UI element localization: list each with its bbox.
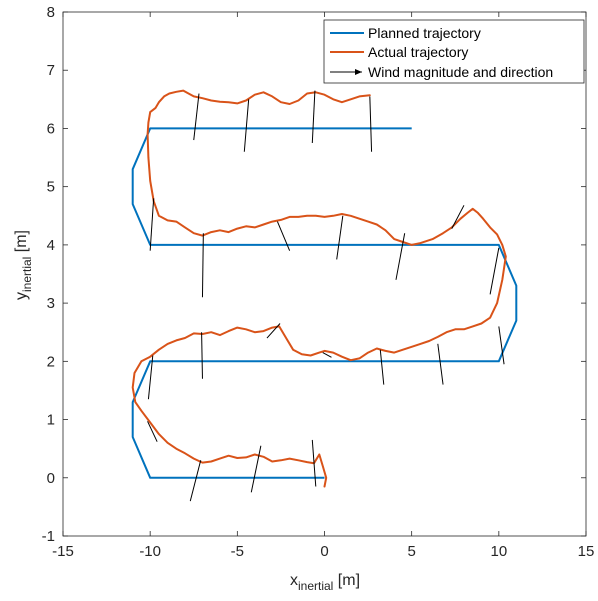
y-tick-label: 1	[47, 412, 55, 429]
legend-label-planned: Planned trajectory	[368, 25, 481, 41]
wind-vector	[311, 90, 316, 144]
plot-frame	[62, 11, 587, 537]
wind-vector	[189, 460, 202, 502]
wind-vector	[379, 349, 385, 385]
x-tick-label: -15	[52, 543, 74, 560]
x-tick-label: -10	[139, 543, 161, 560]
wind-vector	[147, 355, 154, 400]
y-tick-label: 6	[47, 120, 55, 137]
legend: Planned trajectory Actual trajectory Win…	[323, 19, 585, 84]
wind-vector	[451, 205, 465, 229]
wind-vector	[147, 421, 158, 442]
x-axis-label: xinertial [m]	[290, 572, 360, 593]
wind-vector	[336, 215, 344, 260]
wind-vector	[276, 221, 291, 251]
wind-vector	[201, 233, 204, 298]
wind-vector	[437, 343, 444, 385]
legend-label-actual: Actual trajectory	[368, 44, 468, 60]
legend-box	[323, 19, 585, 84]
wind-vector	[369, 96, 373, 152]
y-tick-label: 0	[47, 470, 55, 487]
wind-vector	[243, 99, 250, 152]
wind-vector	[322, 352, 332, 358]
x-tick-label: 10	[490, 543, 507, 560]
wind-vector	[266, 323, 281, 339]
x-tick-label: -5	[231, 543, 244, 560]
x-tick-label: 15	[578, 543, 595, 560]
y-tick-label: 5	[47, 179, 55, 196]
y-tick-label: 3	[47, 295, 55, 312]
y-tick-label: 2	[47, 353, 55, 370]
wind-vector	[201, 332, 203, 379]
wind-vector	[489, 247, 500, 295]
wind-vector	[250, 445, 262, 493]
y-tick-label: -1	[42, 528, 55, 545]
planned-trajectory-line	[131, 127, 518, 479]
legend-swatch-wind-arrowhead	[355, 69, 362, 75]
plot-area	[62, 11, 587, 537]
y-tick-label: 7	[47, 62, 55, 79]
y-tick-label: 8	[47, 4, 55, 21]
wind-vector	[193, 93, 200, 141]
wind-vector	[149, 198, 155, 251]
wind-vector	[395, 233, 406, 280]
x-tick-label: 0	[320, 543, 328, 560]
wind-vector	[311, 439, 317, 487]
actual-trajectory-line	[131, 89, 507, 488]
y-axis-label: yinertial [m]	[13, 230, 34, 300]
wind-vector	[498, 326, 505, 365]
x-tick-label: 5	[407, 543, 415, 560]
legend-label-wind: Wind magnitude and direction	[368, 64, 553, 80]
y-tick-label: 4	[47, 237, 55, 254]
